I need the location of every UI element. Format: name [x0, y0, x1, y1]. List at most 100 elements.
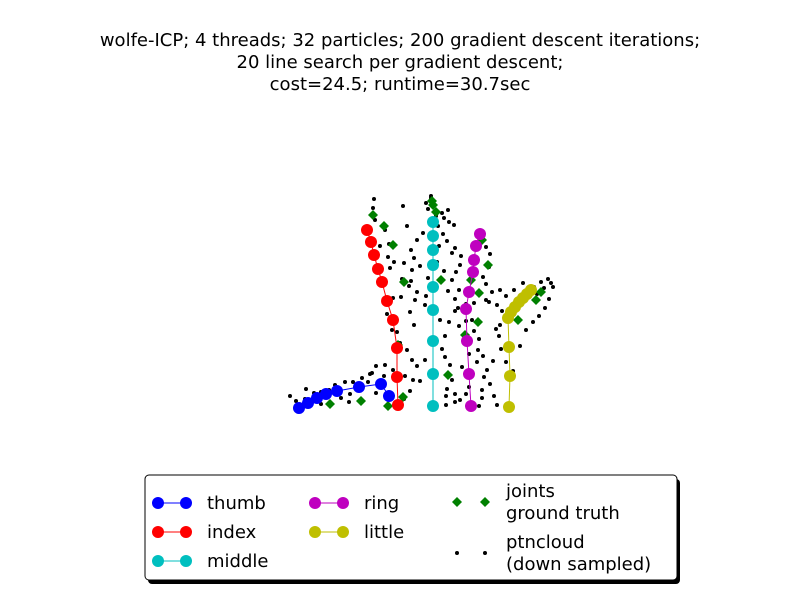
thumb-point-0 — [293, 402, 305, 414]
ptncloud-point-104 — [490, 290, 494, 294]
ptncloud-point-60 — [458, 398, 462, 402]
joints-point-2 — [356, 396, 366, 406]
ptncloud-point-49 — [424, 294, 428, 298]
ptncloud-point-57 — [450, 378, 454, 382]
ptncloud-point-160 — [401, 204, 405, 208]
ptncloud-point-31 — [388, 266, 392, 270]
ptncloud-point-70 — [445, 239, 449, 243]
joints-point-5 — [368, 210, 378, 220]
ptncloud-point-59 — [453, 392, 457, 396]
ptncloud-point-144 — [442, 269, 446, 273]
ptncloud-point-154 — [415, 364, 419, 368]
index-point-3 — [372, 263, 384, 275]
ptncloud-point-161 — [405, 224, 409, 228]
ptncloud-point-25 — [371, 206, 375, 210]
ptncloud-point-108 — [498, 323, 502, 327]
ptncloud-point-69 — [441, 232, 445, 236]
legend-marker-ptncloud-0 — [455, 551, 459, 555]
joints-point-1 — [325, 399, 335, 409]
ptncloud-point-140 — [412, 256, 416, 260]
ptncloud-point-137 — [415, 238, 419, 242]
legend-item-thumb: thumb — [152, 493, 266, 514]
ptncloud-point-75 — [454, 270, 458, 274]
ptncloud-point-46 — [412, 323, 416, 327]
little-point-7 — [503, 341, 515, 353]
ptncloud-point-97 — [460, 365, 464, 369]
ptncloud-point-72 — [450, 251, 454, 255]
ptncloud-point-20 — [418, 379, 422, 383]
ptncloud-point-36 — [413, 298, 417, 302]
index-line — [366, 229, 399, 406]
middle-point-8 — [427, 400, 439, 412]
ptncloud-point-17 — [411, 378, 415, 382]
series-middle — [427, 216, 439, 412]
legend-marker-thumb-0 — [152, 497, 164, 509]
ptncloud-point-0 — [288, 394, 292, 398]
ptncloud-point-163 — [475, 360, 479, 364]
thumb-point-4 — [331, 385, 343, 397]
ptncloud-point-148 — [446, 208, 450, 212]
ptncloud-point-87 — [481, 354, 485, 358]
thumb-point-1 — [302, 397, 314, 409]
middle-point-7 — [427, 368, 439, 380]
joints-point-19 — [531, 295, 541, 305]
ring-point-1 — [470, 240, 482, 252]
index-point-0 — [361, 224, 373, 236]
ptncloud-point-115 — [524, 328, 528, 332]
ptncloud-point-85 — [477, 337, 481, 341]
ptncloud-point-63 — [426, 207, 430, 211]
legend-marker-thumb-1 — [180, 497, 192, 509]
ptncloud-point-35 — [409, 279, 413, 283]
joints-point-3 — [383, 401, 393, 411]
ptncloud-point-112 — [504, 360, 508, 364]
ptncloud-point-67 — [452, 223, 456, 227]
ring-point-8 — [465, 400, 477, 412]
ptncloud-point-110 — [497, 334, 501, 338]
ptncloud-point-95 — [477, 404, 481, 408]
ptncloud-point-116 — [531, 320, 535, 324]
index-point-8 — [391, 371, 403, 383]
ptncloud-point-7 — [343, 380, 347, 384]
ptncloud-point-102 — [481, 275, 485, 279]
ptncloud-point-133 — [487, 300, 491, 304]
title-line-3: cost=24.5; runtime=30.7sec — [269, 74, 531, 95]
ptncloud-point-99 — [484, 245, 488, 249]
index-point-9 — [392, 399, 404, 411]
ptncloud-point-65 — [442, 216, 446, 220]
little-point-6 — [502, 312, 514, 324]
legend: thumb index middle ring little joints ground t… — [144, 474, 680, 584]
index-point-5 — [381, 295, 393, 307]
ptncloud-point-164 — [488, 382, 492, 386]
ptncloud-point-100 — [488, 252, 492, 256]
ptncloud-point-107 — [500, 309, 504, 313]
ptncloud-point-28 — [378, 244, 382, 248]
ptncloud-point-52 — [438, 318, 442, 322]
little-point-9 — [503, 401, 515, 413]
legend-marker-little-0 — [309, 526, 321, 538]
ptncloud-point-120 — [551, 285, 555, 289]
ptncloud-point-122 — [539, 280, 543, 284]
ptncloud-point-34 — [410, 268, 414, 272]
ptncloud-point-114 — [518, 344, 522, 348]
ptncloud-point-103 — [484, 282, 488, 286]
legend-frame — [144, 474, 678, 581]
legend-marker-joints-0 — [452, 497, 462, 507]
middle-point-1 — [427, 230, 439, 242]
legend-label-little: little — [364, 522, 404, 543]
ptncloud-point-32 — [392, 260, 396, 264]
ring-point-2 — [468, 254, 480, 266]
ptncloud-point-47 — [408, 310, 412, 314]
series-thumb — [293, 378, 395, 414]
ptncloud-point-22 — [339, 396, 343, 400]
middle-point-0 — [427, 216, 439, 228]
ptncloud-point-145 — [421, 231, 425, 235]
ptncloud-point-91 — [480, 388, 484, 392]
ptncloud-point-16 — [403, 374, 407, 378]
thumb-point-5 — [353, 381, 365, 393]
legend-marker-index-0 — [152, 526, 164, 538]
joints-point-17 — [474, 288, 484, 298]
joints-point-14 — [428, 200, 438, 210]
ptncloud-point-15 — [383, 363, 387, 367]
ptncloud-point-130 — [504, 294, 508, 298]
